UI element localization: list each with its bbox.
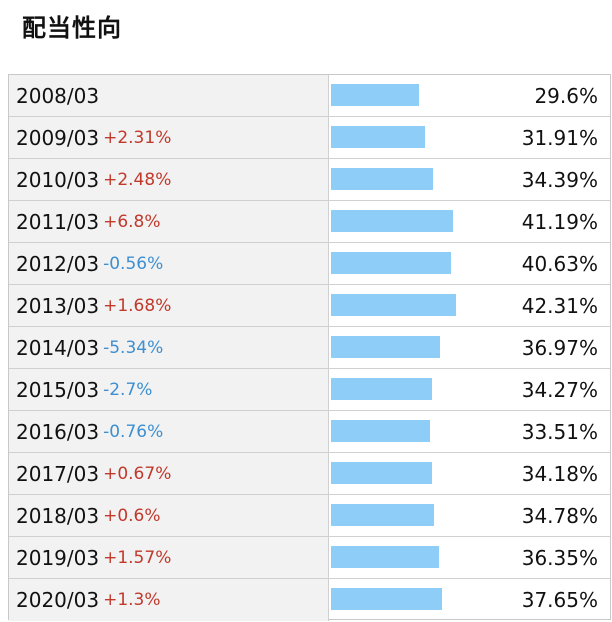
year-cell: 2019/03 +1.57% [9,537,329,578]
change-percent: -0.76% [103,421,164,442]
payout-ratio-bar [331,168,433,190]
fiscal-year: 2018/03 [16,503,100,528]
change-percent: +2.48% [103,169,172,190]
table-row: 2015/03 -2.7% 34.27% [9,369,610,411]
year-cell: 2008/03 [9,75,329,116]
table-row: 2009/03 +2.31% 31.91% [9,117,610,159]
fiscal-year: 2013/03 [16,293,100,318]
payout-ratio-bar [331,504,434,526]
payout-ratio-value: 36.97% [521,335,598,360]
fiscal-year: 2016/03 [16,419,100,444]
fiscal-year: 2019/03 [16,545,100,570]
change-percent: +6.8% [103,211,161,232]
payout-ratio-bar [331,546,439,568]
fiscal-year: 2017/03 [16,461,100,486]
table-row: 2019/03 +1.57% 36.35% [9,537,610,579]
table-row: 2012/03 -0.56% 40.63% [9,243,610,285]
change-percent: +1.57% [103,547,172,568]
payout-ratio-bar [331,252,451,274]
change-percent: +2.31% [103,127,172,148]
year-cell: 2017/03 +0.67% [9,453,329,494]
table-row: 2008/03 29.6% [9,75,610,117]
change-percent: -2.7% [103,379,153,400]
payout-ratio-value: 34.18% [521,461,598,486]
year-cell: 2009/03 +2.31% [9,117,329,158]
year-cell: 2015/03 -2.7% [9,369,329,410]
fiscal-year: 2008/03 [16,83,100,108]
table-row: 2014/03 -5.34% 36.97% [9,327,610,369]
table-row: 2018/03 +0.6% 34.78% [9,495,610,537]
year-cell: 2016/03 -0.76% [9,411,329,452]
payout-ratio-bar [331,126,425,148]
payout-ratio-value: 36.35% [521,545,598,570]
payout-ratio-table: 2008/03 29.6% 2009/03 +2.31% 31.91% 2010/03 +2… [8,74,611,621]
payout-ratio-value: 34.27% [521,377,598,402]
year-cell: 2020/03 +1.3% [9,579,329,621]
payout-ratio-bar [331,588,442,610]
table-row: 2011/03 +6.8% 41.19% [9,201,610,243]
payout-ratio-bar [331,420,430,442]
payout-ratio-value: 33.51% [521,419,598,444]
page-title: 配当性向 [22,14,122,42]
year-cell: 2012/03 -0.56% [9,243,329,284]
payout-ratio-value: 40.63% [521,251,598,276]
payout-ratio-value: 41.19% [521,209,598,234]
payout-ratio-value: 34.78% [521,503,598,528]
change-percent: +0.6% [103,505,161,526]
payout-ratio-value: 31.91% [521,125,598,150]
fiscal-year: 2010/03 [16,167,100,192]
payout-ratio-bar [331,84,419,106]
fiscal-year: 2020/03 [16,588,100,612]
change-percent: +0.67% [103,463,172,484]
year-cell: 2010/03 +2.48% [9,159,329,200]
year-cell: 2014/03 -5.34% [9,327,329,368]
payout-ratio-bar [331,378,432,400]
payout-ratio-value: 34.39% [521,167,598,192]
year-cell: 2018/03 +0.6% [9,495,329,536]
payout-ratio-bar [331,210,453,232]
fiscal-year: 2012/03 [16,251,100,276]
table-row: 2017/03 +0.67% 34.18% [9,453,610,495]
change-percent: -0.56% [103,253,164,274]
change-percent: +1.3% [103,590,161,610]
payout-ratio-bar [331,462,432,484]
payout-ratio-value: 42.31% [521,293,598,318]
table-row: 2016/03 -0.76% 33.51% [9,411,610,453]
change-percent: -5.34% [103,337,164,358]
year-cell: 2013/03 +1.68% [9,285,329,326]
change-percent: +1.68% [103,295,172,316]
table-row: 2013/03 +1.68% 42.31% [9,285,610,327]
table-row: 2010/03 +2.48% 34.39% [9,159,610,201]
fiscal-year: 2015/03 [16,377,100,402]
fiscal-year: 2009/03 [16,125,100,150]
table-row: 2020/03 +1.3% 37.65% [9,579,610,621]
payout-ratio-value: 29.6% [534,83,598,108]
year-cell: 2011/03 +6.8% [9,201,329,242]
payout-ratio-bar [331,336,440,358]
fiscal-year: 2011/03 [16,209,100,234]
fiscal-year: 2014/03 [16,335,100,360]
payout-ratio-bar [331,294,456,316]
payout-ratio-value: 37.65% [521,588,598,612]
